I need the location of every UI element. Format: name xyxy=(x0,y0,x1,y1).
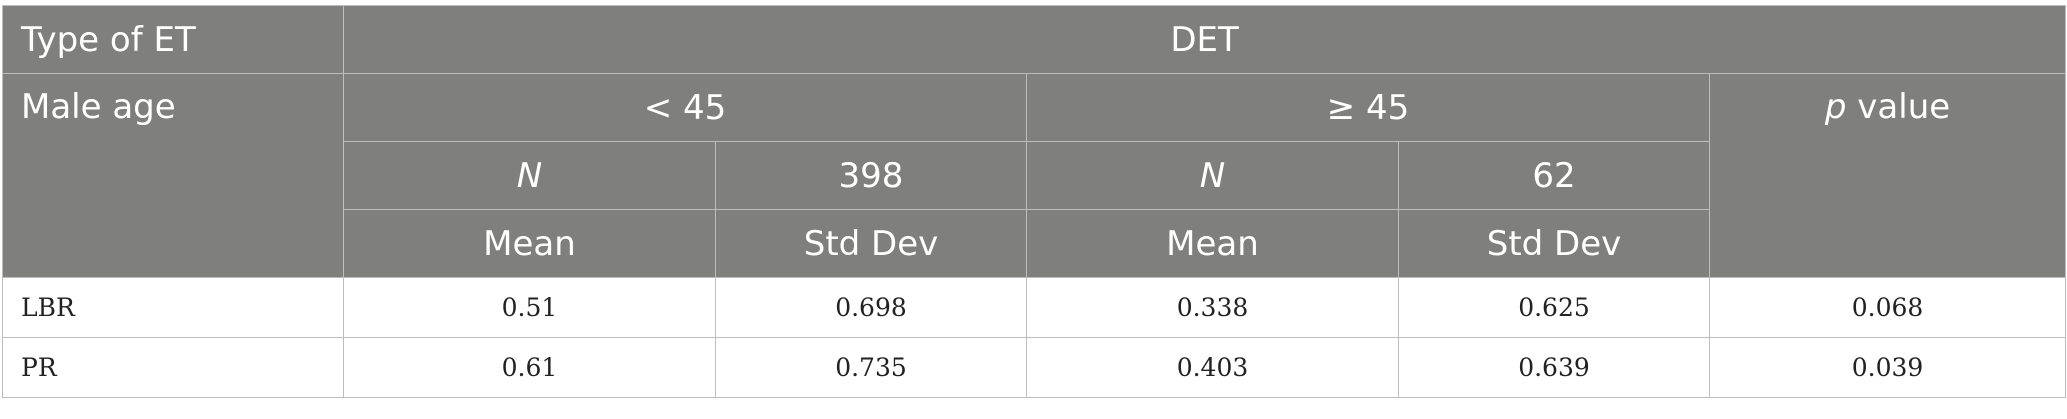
p-value-cell: 0.068 xyxy=(1708,277,2067,338)
mean-under-cell: 0.61 xyxy=(343,337,716,398)
sd-over-cell: 0.639 xyxy=(1398,337,1710,398)
age-over-45-header: ≥ 45 xyxy=(1026,73,1710,142)
table-row: PR 0.61 0.735 0.403 0.639 0.039 xyxy=(2,337,2067,398)
p-value-cell: 0.039 xyxy=(1708,337,2067,398)
header-row-1: Type of ET DET xyxy=(2,5,2067,74)
row-label: PR xyxy=(2,337,344,398)
p-value-header: p value xyxy=(1708,73,2067,278)
det-header: DET xyxy=(342,5,2067,74)
n-value-under: 398 xyxy=(715,141,1027,210)
type-of-et-header: Type of ET xyxy=(2,5,344,74)
sd-label-over: Std Dev xyxy=(1398,209,1710,278)
sd-under-cell: 0.735 xyxy=(715,337,1027,398)
data-table: Type of ET DET Male age < 45 ≥ 45 p valu… xyxy=(2,5,2067,398)
mean-under-cell: 0.51 xyxy=(343,277,716,338)
table-row: LBR 0.51 0.698 0.338 0.625 0.068 xyxy=(2,277,2067,338)
mean-over-cell: 0.403 xyxy=(1026,337,1399,398)
male-age-header: Male age xyxy=(2,73,344,278)
age-under-45-header: < 45 xyxy=(343,73,1027,142)
header-row-2: Male age < 45 ≥ 45 p value xyxy=(2,73,2067,278)
mean-label-over: Mean xyxy=(1026,209,1399,278)
n-value-over: 62 xyxy=(1398,141,1710,210)
n-label-under: N xyxy=(343,141,716,210)
mean-label-under: Mean xyxy=(343,209,716,278)
sd-label-under: Std Dev xyxy=(715,209,1027,278)
header-row-3: N 398 N 62 xyxy=(3,141,2066,210)
sd-under-cell: 0.698 xyxy=(715,277,1027,338)
n-label-over: N xyxy=(1026,141,1399,210)
header-row-4: Mean Std Dev Mean Std Dev xyxy=(3,209,2066,278)
sd-over-cell: 0.625 xyxy=(1398,277,1710,338)
table-wrapper: Type of ET DET Male age < 45 ≥ 45 p valu… xyxy=(2,5,2067,398)
row-label: LBR xyxy=(2,277,344,338)
p-value-rest: value xyxy=(1846,87,1951,127)
p-italic: p xyxy=(1824,87,1847,127)
mean-over-cell: 0.338 xyxy=(1026,277,1399,338)
